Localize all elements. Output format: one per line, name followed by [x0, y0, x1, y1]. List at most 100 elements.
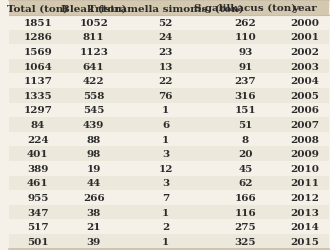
Text: year: year	[292, 4, 317, 13]
Text: 1851: 1851	[23, 19, 52, 28]
Text: 558: 558	[83, 92, 104, 100]
Bar	[9, 161, 329, 176]
Text: 21: 21	[86, 222, 101, 231]
Text: 24: 24	[158, 33, 173, 42]
Text: 52: 52	[158, 19, 173, 28]
Text: 7: 7	[162, 193, 169, 202]
Text: 2001: 2001	[290, 33, 319, 42]
Text: 1: 1	[162, 106, 169, 115]
Bar	[9, 16, 329, 30]
Text: 1137: 1137	[23, 77, 52, 86]
Text: 316: 316	[235, 92, 256, 100]
Text: 76: 76	[158, 92, 173, 100]
Text: 275: 275	[235, 222, 256, 231]
Text: 38: 38	[86, 208, 101, 217]
Text: 2002: 2002	[290, 48, 319, 57]
Text: 98: 98	[86, 150, 101, 158]
Text: 3: 3	[162, 179, 169, 188]
Text: 23: 23	[158, 48, 173, 57]
Text: 389: 389	[27, 164, 49, 173]
Bar	[9, 2, 329, 16]
Text: 517: 517	[27, 222, 49, 231]
Text: 151: 151	[235, 106, 256, 115]
Bar	[9, 30, 329, 45]
Text: 439: 439	[83, 120, 104, 130]
Text: 2000: 2000	[290, 19, 319, 28]
Text: 1: 1	[162, 237, 169, 246]
Text: 19: 19	[86, 164, 101, 173]
Text: 641: 641	[83, 62, 105, 71]
Text: 51: 51	[238, 120, 253, 130]
Text: 22: 22	[158, 77, 173, 86]
Text: Tristramella simonis. (ton): Tristramella simonis. (ton)	[88, 4, 244, 13]
Text: 20: 20	[238, 150, 253, 158]
Text: 2005: 2005	[290, 92, 319, 100]
Text: 2003: 2003	[290, 62, 319, 71]
Text: Total (ton): Total (ton)	[7, 4, 68, 13]
Text: 2004: 2004	[290, 77, 319, 86]
Text: 13: 13	[158, 62, 173, 71]
Text: 1052: 1052	[79, 19, 108, 28]
Bar	[9, 176, 329, 190]
Text: 91: 91	[238, 62, 253, 71]
Text: 1: 1	[162, 208, 169, 217]
Bar	[9, 103, 329, 118]
Bar	[9, 74, 329, 89]
Text: 6: 6	[162, 120, 169, 130]
Text: 2007: 2007	[290, 120, 319, 130]
Text: 501: 501	[27, 237, 49, 246]
Text: 8: 8	[242, 135, 249, 144]
Text: 2015: 2015	[290, 237, 319, 246]
Text: 401: 401	[27, 150, 49, 158]
Text: 1297: 1297	[23, 106, 52, 115]
Text: 93: 93	[238, 48, 253, 57]
Text: 224: 224	[27, 135, 49, 144]
Bar	[9, 118, 329, 132]
Text: 110: 110	[235, 33, 256, 42]
Text: 1: 1	[162, 135, 169, 144]
Bar	[9, 132, 329, 147]
Text: 422: 422	[83, 77, 105, 86]
Text: 45: 45	[238, 164, 253, 173]
Text: 62: 62	[238, 179, 253, 188]
Text: 1123: 1123	[79, 48, 108, 57]
Text: 2011: 2011	[290, 179, 319, 188]
Bar	[9, 89, 329, 103]
Text: 1064: 1064	[23, 62, 52, 71]
Text: 2012: 2012	[290, 193, 319, 202]
Text: 955: 955	[27, 193, 49, 202]
Text: 1286: 1286	[23, 33, 52, 42]
Text: 325: 325	[235, 237, 256, 246]
Bar	[9, 205, 329, 220]
Text: 84: 84	[31, 120, 45, 130]
Text: Bleak (ton): Bleak (ton)	[61, 4, 126, 13]
Text: 262: 262	[235, 19, 256, 28]
Text: 461: 461	[27, 179, 49, 188]
Text: 3: 3	[162, 150, 169, 158]
Text: 1335: 1335	[23, 92, 52, 100]
Bar	[9, 234, 329, 248]
Text: S.galilkacus (ton): S.galilkacus (ton)	[194, 4, 297, 13]
Text: 88: 88	[86, 135, 101, 144]
Text: 116: 116	[235, 208, 256, 217]
Text: 545: 545	[83, 106, 104, 115]
Text: 2009: 2009	[290, 150, 319, 158]
Bar	[9, 60, 329, 74]
Text: 2010: 2010	[290, 164, 319, 173]
Text: 2008: 2008	[290, 135, 319, 144]
Text: 44: 44	[86, 179, 101, 188]
Text: 266: 266	[83, 193, 105, 202]
Text: 237: 237	[235, 77, 256, 86]
Bar	[9, 147, 329, 161]
Text: 39: 39	[86, 237, 101, 246]
Text: 2006: 2006	[290, 106, 319, 115]
Text: 2014: 2014	[290, 222, 319, 231]
Bar	[9, 45, 329, 60]
Text: 2013: 2013	[290, 208, 319, 217]
Text: 166: 166	[235, 193, 256, 202]
Text: 2: 2	[162, 222, 169, 231]
Text: 1569: 1569	[23, 48, 52, 57]
Text: 347: 347	[27, 208, 49, 217]
Bar	[9, 220, 329, 234]
Text: 811: 811	[83, 33, 105, 42]
